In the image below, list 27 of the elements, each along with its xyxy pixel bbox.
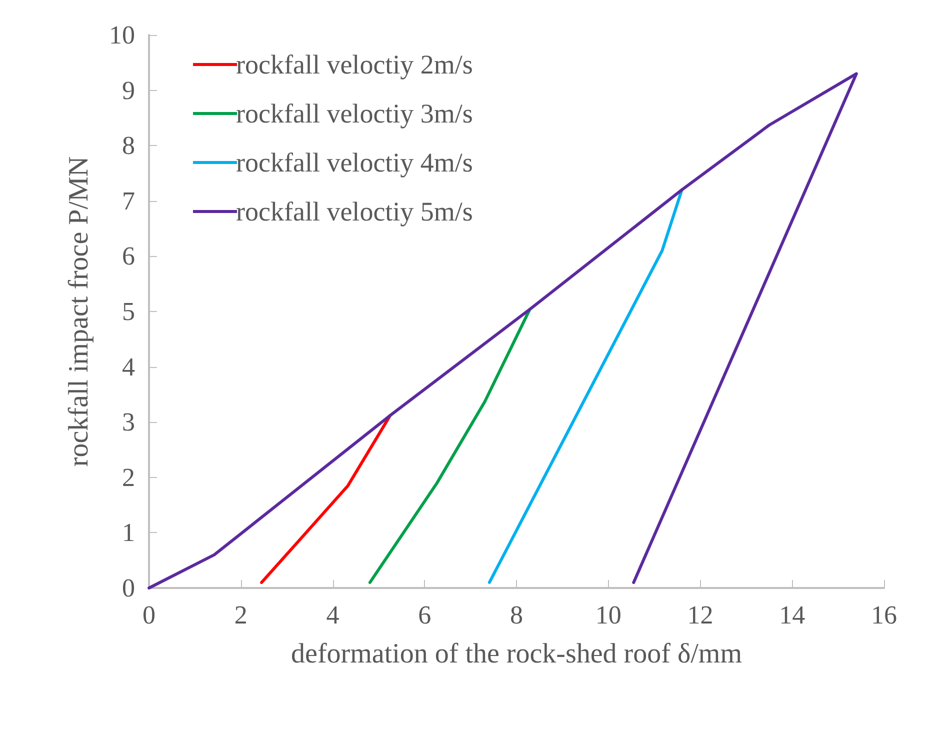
x-axis-title: deformation of the rock-shed roof δ/mm xyxy=(291,638,742,670)
x-tick-label: 12 xyxy=(687,600,714,630)
x-tick-label: 14 xyxy=(779,600,806,630)
legend-label: rockfall veloctiy 3m/s xyxy=(236,98,473,128)
x-tick-label: 16 xyxy=(871,600,897,630)
x-tick-label: 2 xyxy=(234,600,248,630)
y-tick-label: 1 xyxy=(122,518,135,548)
y-tick-label: 0 xyxy=(122,574,135,602)
x-tick-label: 10 xyxy=(595,600,622,630)
y-tick-label: 7 xyxy=(122,186,135,216)
x-tick-label: 8 xyxy=(510,600,523,630)
y-tick-label: 2 xyxy=(122,462,135,492)
y-tick-label: 3 xyxy=(122,408,135,437)
y-tick-label: 10 xyxy=(109,20,135,50)
x-tick-label: 6 xyxy=(418,600,432,630)
legend-label: rockfall veloctiy 2m/s xyxy=(236,50,473,80)
line-series xyxy=(368,308,532,584)
legend-label: rockfall veloctiy 5m/s xyxy=(236,196,473,226)
y-tick-label: 8 xyxy=(122,131,135,160)
legend-label: rockfall veloctiy 4m/s xyxy=(236,148,473,178)
x-tick-label: 0 xyxy=(142,600,156,630)
y-tick-label: 6 xyxy=(122,242,135,271)
y-tick-label: 4 xyxy=(122,352,135,382)
y-axis-title: rockfall impact froce P/MN xyxy=(64,156,94,467)
x-tick-label: 4 xyxy=(326,600,340,630)
y-tick-label: 9 xyxy=(122,76,135,105)
y-tick-label: 5 xyxy=(122,297,135,326)
